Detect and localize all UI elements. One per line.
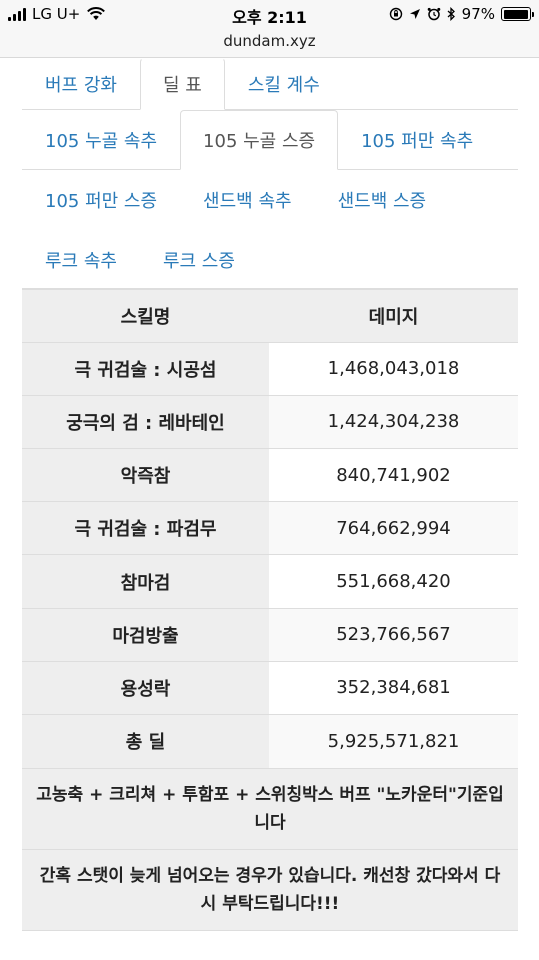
alarm-icon	[427, 7, 440, 21]
table-row: 용성락 352,384,681	[22, 660, 518, 715]
status-time: 오후 2:11	[232, 8, 307, 27]
table-row: 참마검 551,668,420	[22, 554, 518, 609]
skill-name-cell: 극 귀검술 : 파검무	[22, 501, 269, 555]
skill-name-cell: 극 귀검술 : 시공섬	[22, 341, 269, 396]
damage-table-container: 스킬명 데미지 극 귀검술 : 시공섬 1,468,043,018 궁극의 검 …	[22, 288, 518, 931]
sub-tabs: 105 누골 속추 105 누골 스증 105 퍼만 속추 105 퍼만 스증 …	[22, 110, 518, 290]
orientation-lock-icon	[389, 7, 402, 21]
damage-table: 스킬명 데미지 극 귀검술 : 시공섬 1,468,043,018 궁극의 검 …	[22, 288, 518, 768]
table-row: 마검방출 523,766,567	[22, 607, 518, 662]
damage-cell: 840,741,902	[269, 448, 518, 502]
bluetooth-icon	[447, 7, 455, 21]
main-tabs: 버프 강화 딜 표 스킬 계수	[22, 58, 518, 110]
skill-name-cell: 용성락	[22, 660, 269, 715]
damage-cell: 764,662,994	[269, 501, 518, 555]
location-icon	[409, 9, 420, 19]
table-row: 악즉참 840,741,902	[22, 448, 518, 502]
damage-cell: 523,766,567	[269, 607, 518, 662]
total-row: 총 딜 5,925,571,821	[22, 713, 518, 768]
damage-cell: 1,424,304,238	[269, 394, 518, 449]
battery-icon	[501, 7, 534, 21]
tab-sandbag-element[interactable]: 샌드백 속추	[203, 191, 292, 212]
address-bar[interactable]: dundam.xyz	[0, 30, 539, 58]
skill-name-cell: 마검방출	[22, 607, 269, 662]
tab-105-perman-element[interactable]: 105 퍼만 속추	[361, 131, 474, 152]
buff-note: 고농축 + 크리쳐 + 투함포 + 스위칭박스 버프 "노카운터"기준입니다	[22, 767, 518, 849]
total-label-cell: 총 딜	[22, 713, 269, 768]
damage-cell: 352,384,681	[269, 660, 518, 715]
wifi-icon	[87, 7, 106, 20]
tab-luke-element[interactable]: 루크 속추	[45, 251, 117, 272]
tab-sandbag-skill[interactable]: 샌드백 스증	[337, 191, 427, 212]
signal-icon	[8, 7, 26, 21]
table-row: 극 귀검술 : 파검무 764,662,994	[22, 501, 518, 555]
header-damage: 데미지	[269, 288, 518, 343]
header-skill-name: 스킬명	[22, 288, 269, 343]
url-text: dundam.xyz	[223, 32, 316, 50]
tab-105-perman-skill[interactable]: 105 퍼만 스증	[45, 191, 158, 212]
tab-buff-enhance[interactable]: 버프 강화	[45, 75, 117, 96]
skill-name-cell: 참마검	[22, 554, 269, 609]
damage-cell: 551,668,420	[269, 554, 518, 609]
table-header-row: 스킬명 데미지	[22, 288, 518, 343]
tab-skill-coefficient[interactable]: 스킬 계수	[247, 75, 320, 96]
skill-name-cell: 궁극의 검 : 레바테인	[22, 394, 269, 449]
tab-105-nugol-skill[interactable]: 105 누골 스증	[180, 110, 339, 170]
damage-cell: 1,468,043,018	[269, 341, 518, 396]
battery-percent: 97%	[461, 5, 495, 23]
carrier-name: LG U+	[32, 5, 81, 23]
total-damage-cell: 5,925,571,821	[269, 713, 518, 768]
tab-105-nugol-element[interactable]: 105 누골 속추	[45, 131, 158, 152]
status-bar: LG U+ 오후 2:11 97%	[0, 0, 539, 30]
stat-delay-note: 간혹 스탯이 늦게 넘어오는 경우가 있습니다. 캐선창 갔다와서 다시 부탁드…	[22, 848, 518, 931]
table-row: 극 귀검술 : 시공섬 1,468,043,018	[22, 341, 518, 396]
skill-name-cell: 악즉참	[22, 448, 269, 502]
table-row: 궁극의 검 : 레바테인 1,424,304,238	[22, 394, 518, 449]
tab-damage-table[interactable]: 딜 표	[139, 58, 225, 110]
tab-luke-skill[interactable]: 루크 스증	[162, 251, 235, 272]
